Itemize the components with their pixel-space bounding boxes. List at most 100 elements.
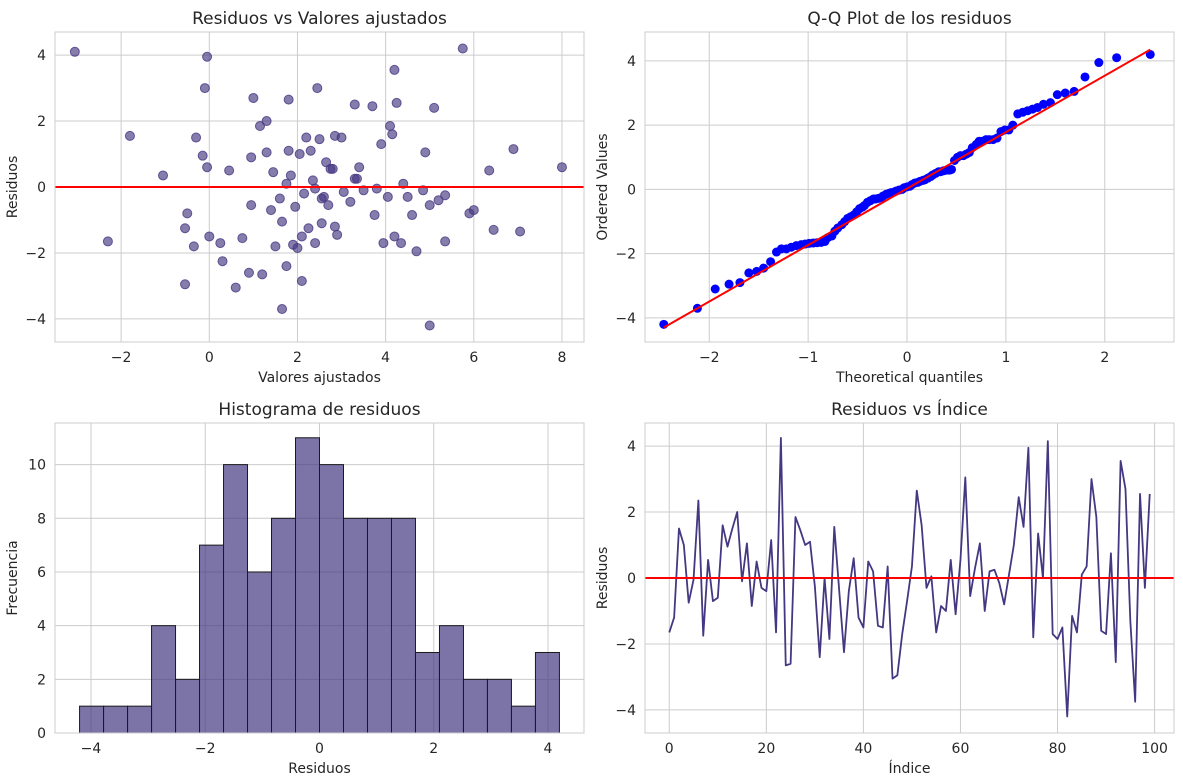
y-tick-label: 4 <box>37 619 46 635</box>
scatter-point <box>180 279 191 290</box>
scatter-point <box>440 236 451 247</box>
scatter-point <box>301 132 312 143</box>
scatter-point <box>312 83 323 94</box>
plot-frame <box>54 31 585 343</box>
x-tick-label: 20 <box>757 741 775 757</box>
scatter-point <box>202 51 213 62</box>
x-tick-label: 1 <box>1001 350 1010 366</box>
scatter-point <box>376 139 387 150</box>
scatter-point <box>292 243 303 254</box>
histogram-bar <box>486 678 512 734</box>
x-axis-label: Theoretical quantiles <box>835 370 983 386</box>
x-tick-label: 2 <box>1100 350 1109 366</box>
qq-point <box>1038 99 1048 109</box>
x-tick-label: 8 <box>557 350 566 366</box>
y-axis-label: Residuos <box>595 547 611 610</box>
chart-title: Residuos vs Valores ajustados <box>192 9 447 29</box>
scatter-point <box>367 101 378 112</box>
residual-series-line <box>668 436 1151 718</box>
scatter-point <box>274 193 285 204</box>
qq-point <box>1052 90 1062 100</box>
residuals-vs-fitted-panel: −2 0 2 4 6 8 −4 −2 0 2 4 Residuos vs Valores ajust… <box>5 9 585 386</box>
scatter-point <box>281 178 292 189</box>
scatter-point <box>351 173 362 184</box>
scatter-point <box>332 229 343 240</box>
x-tick-label: −4 <box>81 741 102 757</box>
y-tick-label: 10 <box>28 458 46 474</box>
scatter-point <box>508 144 519 155</box>
scatter-point <box>387 129 398 140</box>
scatter-point <box>215 238 226 249</box>
y-tick-label: 4 <box>37 48 46 64</box>
histogram-bar <box>462 678 488 734</box>
scatter-point <box>349 99 360 110</box>
scatter-point <box>281 261 292 272</box>
scatter-point <box>261 116 272 127</box>
x-tick-label: 0 <box>205 350 214 366</box>
scatter-point <box>270 241 281 252</box>
scatter-point <box>338 186 349 197</box>
x-tick-label: 80 <box>1049 741 1067 757</box>
scatter-point <box>294 149 305 160</box>
scatter-point <box>378 238 389 249</box>
scatter-point <box>310 183 321 194</box>
scatter-point <box>407 210 418 221</box>
chart-title: Q-Q Plot de los residuos <box>807 9 1012 29</box>
histogram-bar <box>175 678 201 734</box>
x-tick-label: 0 <box>315 741 324 757</box>
qq-point <box>1145 49 1155 59</box>
scatter-point <box>243 267 254 278</box>
scatter-point <box>283 145 294 156</box>
scatter-point <box>418 185 429 196</box>
scatter-point <box>268 167 279 178</box>
y-tick-label: 6 <box>37 565 46 581</box>
scatter-point <box>296 275 307 286</box>
scatter-point <box>188 241 199 252</box>
scatter-point <box>305 145 316 156</box>
plot-frame <box>644 31 1175 343</box>
scatter-point <box>197 150 208 161</box>
scatter-point <box>398 178 409 189</box>
y-tick-label: 2 <box>37 672 46 688</box>
scatter-point <box>199 83 210 94</box>
scatter-point <box>202 162 213 173</box>
x-tick-label: 40 <box>854 741 872 757</box>
scatter-point <box>369 210 380 221</box>
scatter-point <box>217 256 228 267</box>
histogram-bar <box>271 517 297 734</box>
residuals-vs-index-panel: 0 20 40 60 80 100 −4 −2 0 2 4 Residuos vs Índice Í… <box>595 398 1175 777</box>
y-tick-label: −2 <box>25 246 46 262</box>
scatter-point <box>283 94 294 105</box>
histogram-bar <box>127 705 153 734</box>
scatter-point <box>358 185 369 196</box>
scatter-point <box>345 196 356 207</box>
qq-point <box>947 164 957 174</box>
scatter-point <box>336 132 347 143</box>
scatter-point <box>307 175 318 186</box>
scatter-point <box>323 200 334 211</box>
x-tick-label: 100 <box>1141 741 1168 757</box>
histogram-bar <box>342 517 368 734</box>
y-axis-label: Frecuencia <box>5 540 21 615</box>
y-tick-label: 4 <box>627 54 636 70</box>
y-tick-label: 0 <box>627 182 636 198</box>
scatter-point <box>204 231 215 242</box>
chart-title: Residuos vs Índice <box>831 398 988 420</box>
scatter-point <box>327 163 338 174</box>
histogram-bar <box>295 437 320 734</box>
scatter-point <box>246 152 257 163</box>
y-axis-label: Residuos <box>5 156 21 219</box>
y-tick-label: 2 <box>627 118 636 134</box>
x-tick-label: −2 <box>195 741 216 757</box>
scatter-point <box>230 282 241 293</box>
chart-title: Histograma de residuos <box>218 400 420 420</box>
qq-point <box>766 257 776 267</box>
scatter-point <box>158 170 169 181</box>
scatter-point <box>424 320 435 331</box>
histogram-bar <box>319 464 344 734</box>
qq-point <box>724 279 734 289</box>
scatter-point <box>389 64 400 75</box>
y-tick-label: 0 <box>37 180 46 196</box>
scatter-point <box>299 188 310 199</box>
y-tick-label: 2 <box>37 114 46 130</box>
